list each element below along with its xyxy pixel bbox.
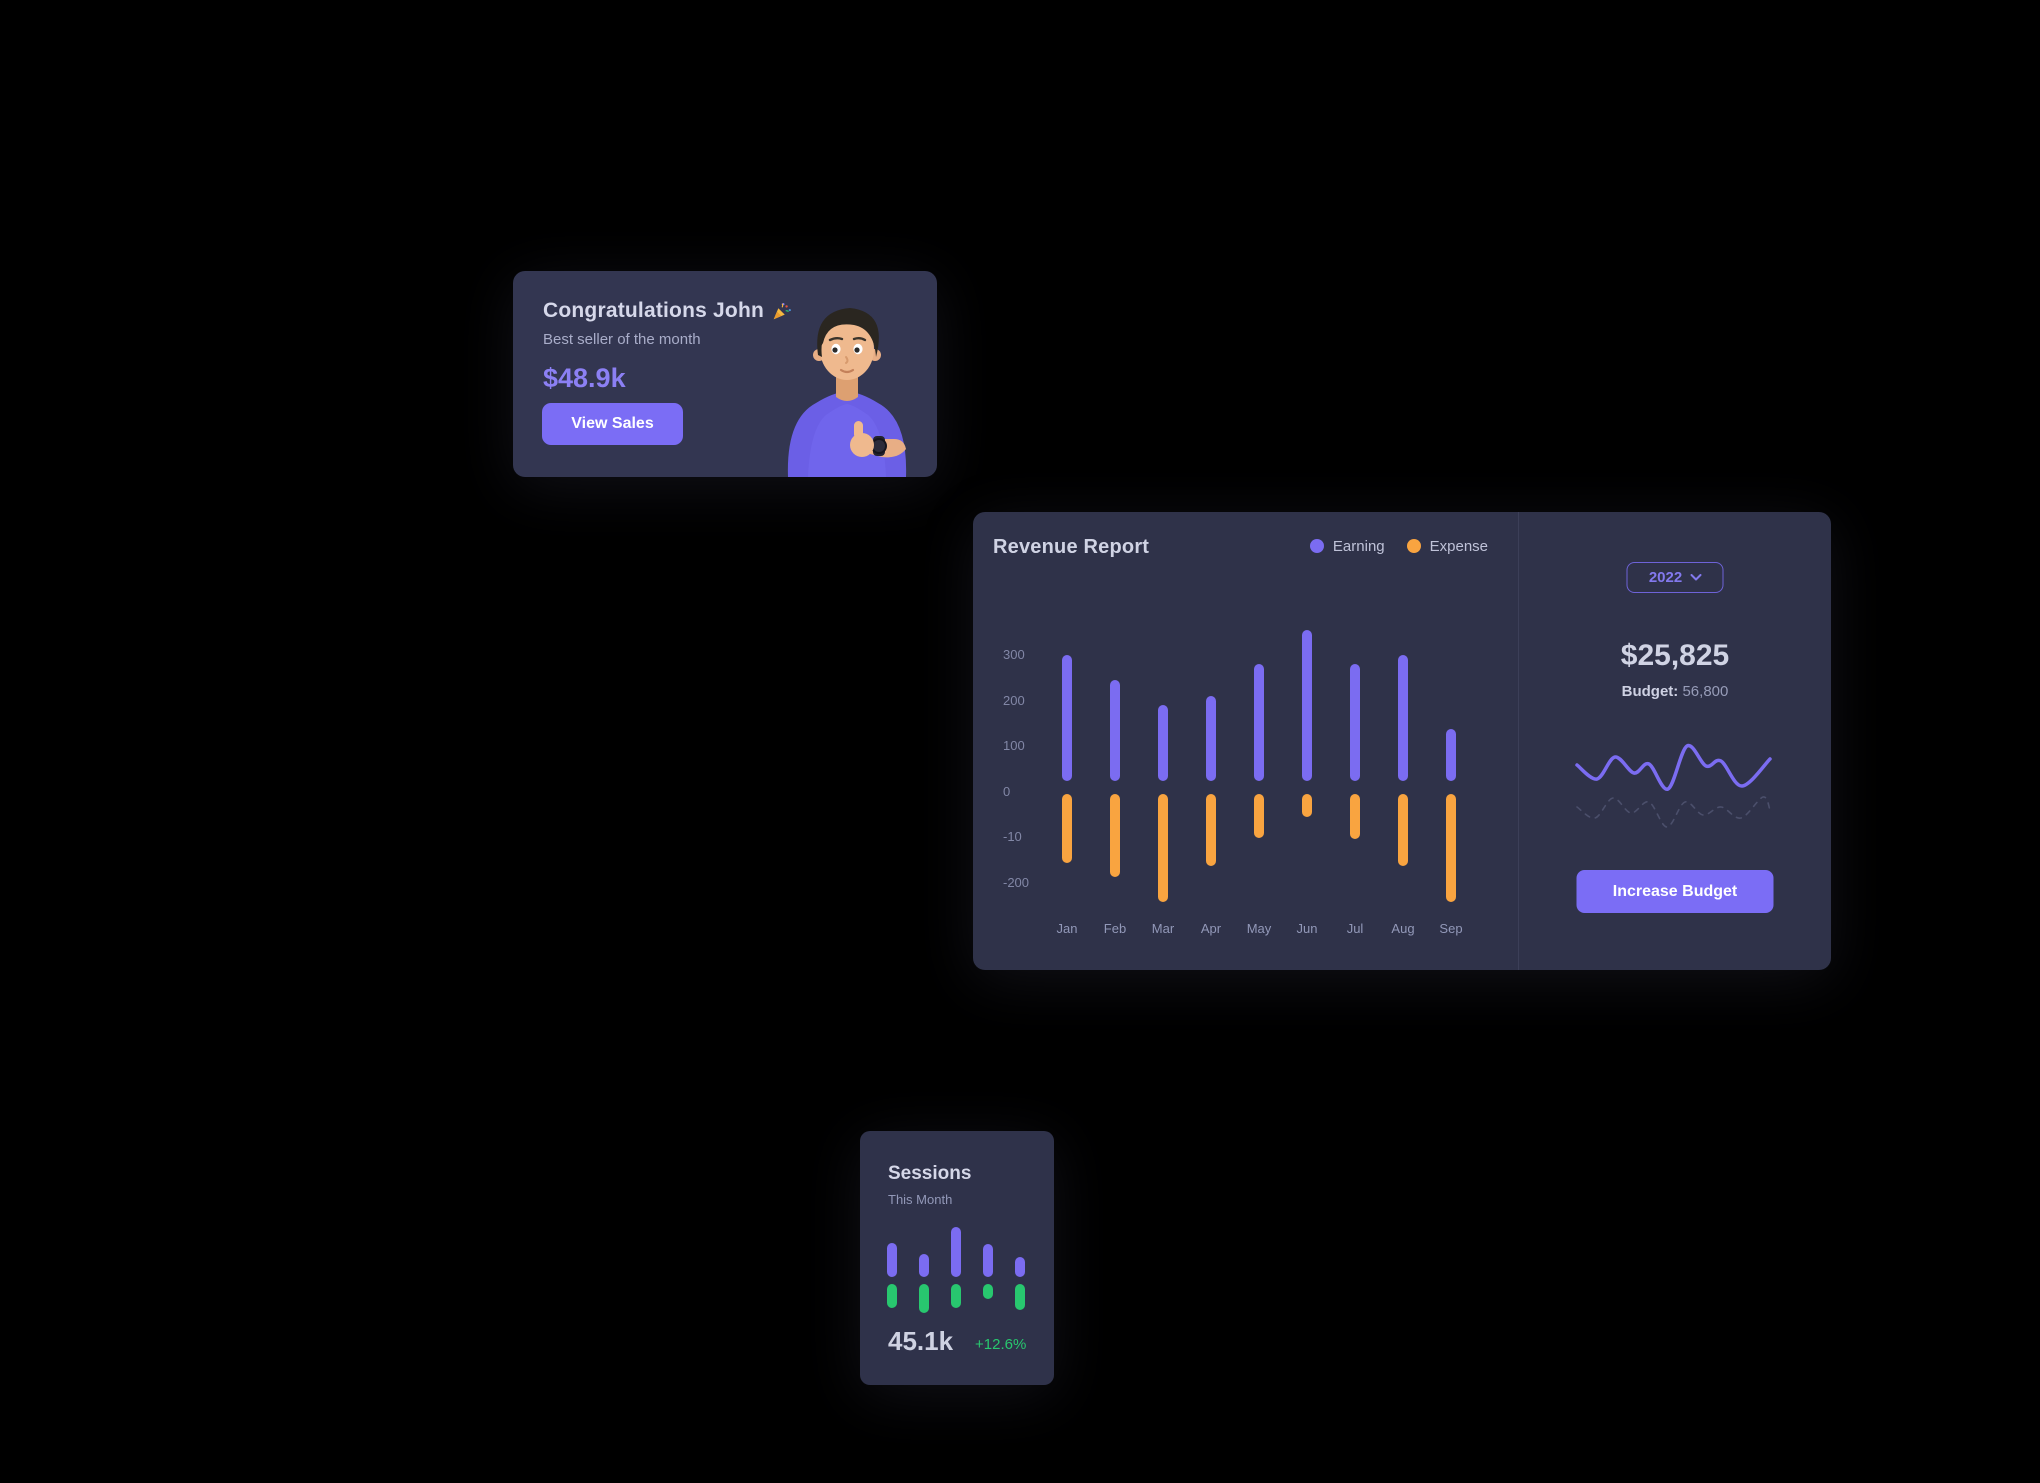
x-axis-label-jan: Jan xyxy=(1056,921,1078,936)
expense-bar-mar xyxy=(1158,794,1168,902)
budget-total: $25,825 xyxy=(1620,639,1730,672)
x-axis-label-jun: Jun xyxy=(1296,921,1318,936)
year-selector[interactable]: 2022 xyxy=(1626,562,1724,593)
x-axis-label-apr: Apr xyxy=(1200,921,1222,936)
y-axis-tick-300: 300 xyxy=(1003,647,1025,662)
chart-legend: Earning Expense xyxy=(1309,536,1488,556)
increase-budget-button[interactable]: Increase Budget xyxy=(1576,870,1774,913)
sessions-bottom-bar-2 xyxy=(919,1284,929,1313)
sessions-top-bar-2 xyxy=(919,1254,929,1277)
revenue-report-title: Revenue Report xyxy=(993,536,1150,558)
sessions-bottom-bar-3 xyxy=(951,1284,961,1308)
earning-bar-feb xyxy=(1110,680,1120,781)
earning-bar-jun xyxy=(1302,629,1312,781)
earning-dot-icon xyxy=(1309,539,1324,553)
sessions-bottom-bar-1 xyxy=(887,1284,897,1308)
y-axis-tick-0: 0 xyxy=(1003,783,1011,799)
sessions-top-bar-3 xyxy=(951,1227,961,1277)
sessions-bottom-bar-5 xyxy=(1015,1284,1025,1310)
y-axis-tick--200: -200 xyxy=(1003,874,1030,890)
congrats-amount: $48.9k xyxy=(543,363,626,393)
man-thumbs-up-illustration xyxy=(787,308,907,477)
earning-bar-mar xyxy=(1158,705,1168,781)
legend-earning-label: Earning xyxy=(1332,537,1385,555)
legend-expense-label: Expense xyxy=(1429,537,1488,555)
congratulations-card: Congratulations John Best seller of the … xyxy=(513,271,937,477)
expense-bar-sep xyxy=(1446,794,1456,902)
legend-item-earning[interactable]: Earning xyxy=(1309,537,1385,555)
budget-line: Budget: 56,800 xyxy=(1519,683,1831,700)
congrats-title: Congratulations John xyxy=(543,299,793,323)
x-axis-label-feb: Feb xyxy=(1103,921,1127,936)
x-axis-label-jul: Jul xyxy=(1346,921,1364,936)
congrats-subtitle: Best seller of the month xyxy=(543,331,701,348)
budget-panel: 2022 $25,825 Budget: 56,800 Increase Bud… xyxy=(1518,512,1831,970)
sessions-top-bar-1 xyxy=(887,1243,897,1277)
earning-bar-apr xyxy=(1206,696,1216,781)
legend-item-expense[interactable]: Expense xyxy=(1406,537,1488,555)
expense-bar-apr xyxy=(1206,794,1216,867)
earning-bar-jan xyxy=(1062,654,1072,781)
sessions-delta: +12.6% xyxy=(975,1336,1027,1353)
sessions-top-bar-5 xyxy=(1015,1257,1025,1277)
revenue-report-card: Revenue Report Earning Expense 300 200 100… xyxy=(973,512,1831,970)
sessions-total: 45.1k xyxy=(888,1326,954,1356)
view-sales-button[interactable]: View Sales xyxy=(542,403,683,445)
expense-bar-jun xyxy=(1302,794,1312,818)
congrats-title-text: Congratulations John xyxy=(543,299,764,322)
sessions-card: Sessions This Month 45.1k +12.6% xyxy=(860,1131,1054,1385)
earning-bar-aug xyxy=(1398,654,1408,781)
party-popper-icon xyxy=(773,303,791,320)
x-axis-label-aug: Aug xyxy=(1391,921,1415,936)
x-axis-label-sep: Sep xyxy=(1439,921,1463,936)
sessions-subtitle: This Month xyxy=(888,1192,953,1207)
y-axis-tick-200: 200 xyxy=(1003,692,1025,708)
y-axis-tick--10: -10 xyxy=(1003,829,1022,844)
expense-bar-feb xyxy=(1110,794,1120,877)
expense-bar-aug xyxy=(1398,794,1408,867)
sessions-top-bar-4 xyxy=(983,1244,993,1277)
earning-bar-sep xyxy=(1446,728,1456,781)
year-selector-value: 2022 xyxy=(1648,569,1683,586)
expense-bar-jul xyxy=(1350,794,1360,840)
x-axis-label-may: May xyxy=(1246,921,1272,936)
sessions-title: Sessions xyxy=(888,1163,972,1184)
earning-bar-may xyxy=(1254,664,1264,781)
sessions-bottom-bar-4 xyxy=(983,1284,993,1299)
earning-bar-jul xyxy=(1350,664,1360,781)
budget-value: 56,800 xyxy=(1682,683,1729,700)
budget-label: Budget: xyxy=(1621,683,1679,700)
x-axis-label-mar: Mar xyxy=(1151,921,1175,936)
expense-bar-may xyxy=(1254,794,1264,839)
y-axis-tick-100: 100 xyxy=(1003,738,1025,753)
expense-bar-jan xyxy=(1062,794,1072,863)
expense-dot-icon xyxy=(1406,539,1421,553)
chevron-down-icon xyxy=(1690,574,1702,581)
